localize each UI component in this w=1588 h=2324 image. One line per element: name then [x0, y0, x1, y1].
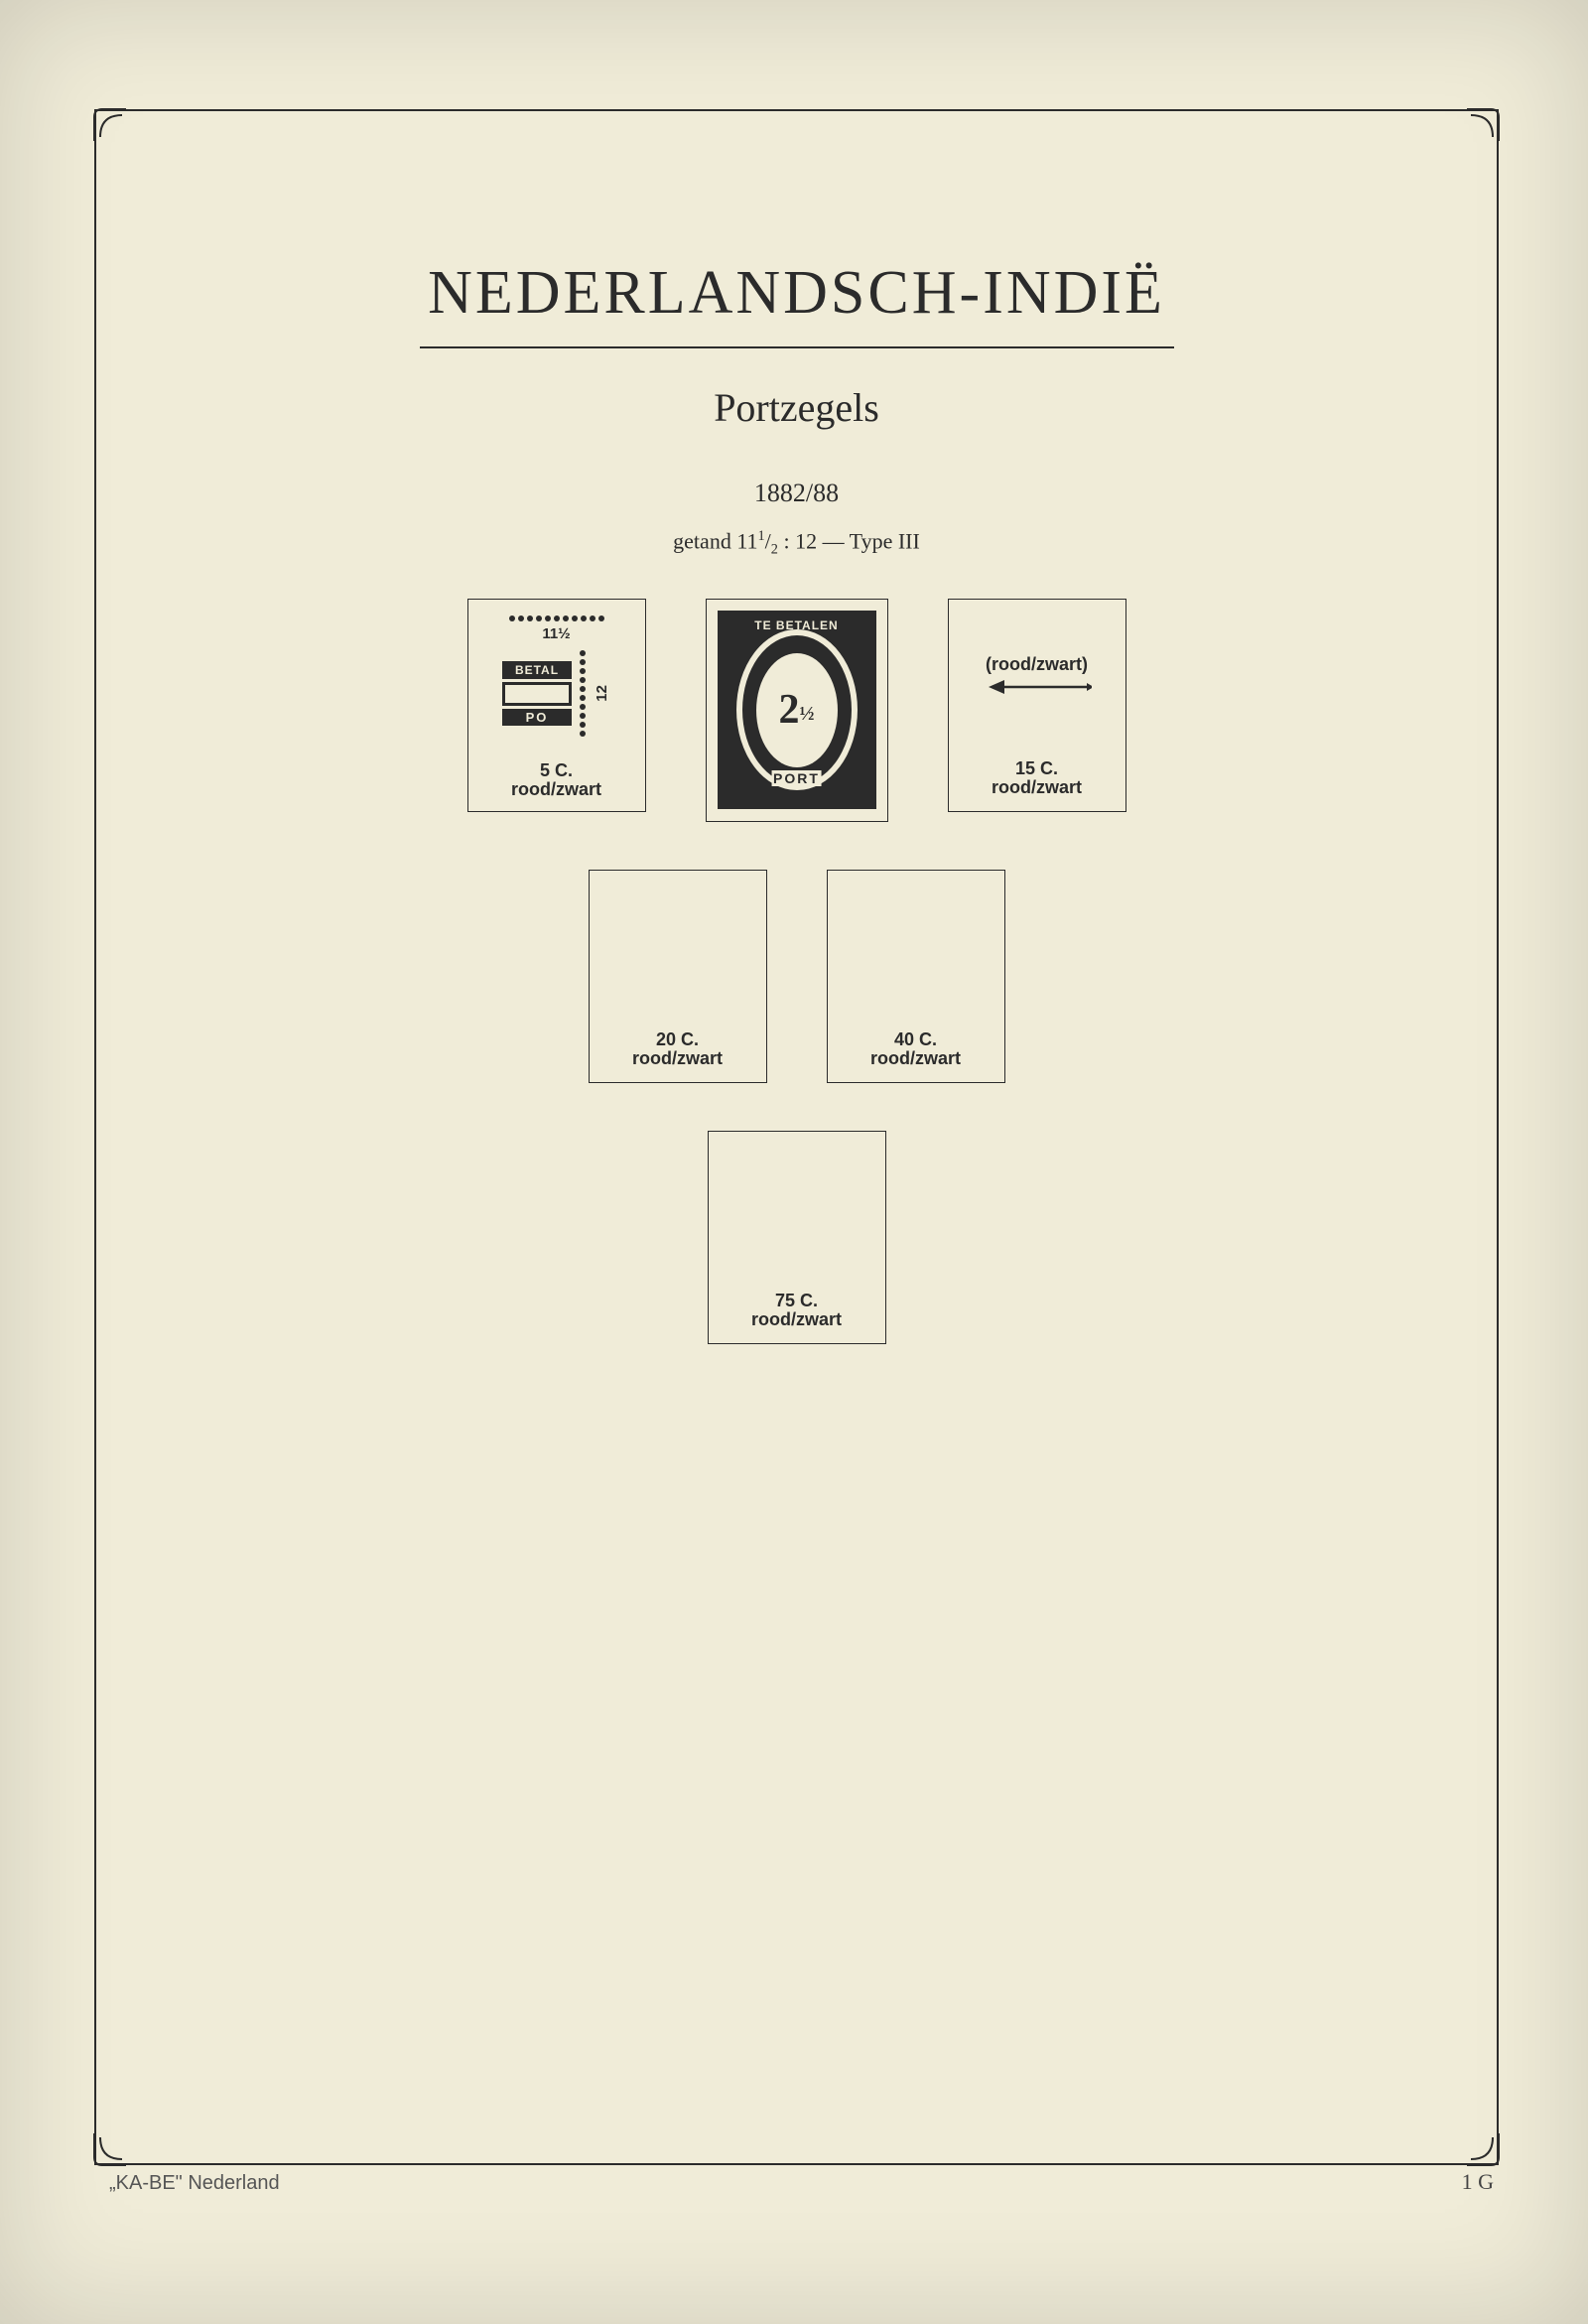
page-number: 1 G: [1462, 2169, 1494, 2195]
color-desc: rood/zwart: [870, 1049, 961, 1068]
stamp-slot-gauge: 11½ BETAL PO: [467, 599, 646, 812]
corner-ornament-icon: [92, 2131, 128, 2167]
corner-ornament-icon: [1465, 2131, 1501, 2167]
stamp-illustration-icon: TE BETALEN 2½ PORT: [718, 611, 876, 809]
stamp-bottom-text: PORT: [771, 770, 822, 786]
stamp-row: 75 C. rood/zwart: [94, 1131, 1499, 1344]
stamp-value-frac: ½: [800, 703, 815, 725]
denomination: 15 C.: [1015, 758, 1058, 778]
denomination: 40 C.: [894, 1029, 937, 1049]
page-frame-area: NEDERLANDSCH-INDIË Portzegels 1882/88 ge…: [94, 109, 1499, 2165]
perf-suffix: — Type III: [817, 528, 920, 553]
title-rule: [420, 346, 1174, 348]
arrow-label: rood/zwart: [992, 654, 1082, 674]
color-desc: rood/zwart: [632, 1049, 723, 1068]
gauge-vertical-label: 12: [594, 685, 610, 702]
color-desc: rood/zwart: [511, 780, 601, 799]
page-subtitle: Portzegels: [94, 384, 1499, 431]
stamp-slot-empty: 20 C. rood/zwart: [589, 870, 767, 1083]
stamp-slot-empty: 75 C. rood/zwart: [708, 1131, 886, 1344]
mini-stamp-bottom: PO: [502, 709, 572, 726]
color-desc: rood/zwart: [992, 778, 1082, 797]
slot-caption: 15 C. rood/zwart: [992, 759, 1082, 797]
arrow-left-icon: [983, 675, 1092, 699]
slot-caption: 20 C. rood/zwart: [632, 1030, 723, 1068]
denomination: 5 C.: [540, 760, 573, 780]
year-range: 1882/88: [94, 478, 1499, 508]
stamp-row: 11½ BETAL PO: [94, 599, 1499, 822]
slot-caption: 75 C. rood/zwart: [751, 1292, 842, 1329]
stamp-row: 20 C. rood/zwart 40 C. rood/zwart: [94, 870, 1499, 1083]
mini-stamp-icon: BETAL PO: [502, 661, 572, 726]
gauge-horizontal-label: 11½: [509, 625, 604, 642]
perforation-dots-icon: [509, 615, 604, 621]
perforation-dots-icon: [580, 650, 586, 737]
stamp-slot-empty: 40 C. rood/zwart: [827, 870, 1005, 1083]
denomination: 20 C.: [656, 1029, 699, 1049]
stamp-value-main: 2: [779, 687, 800, 733]
perforation-line: getand 111/2 : 12 — Type III: [94, 528, 1499, 559]
slot-caption: 40 C. rood/zwart: [870, 1030, 961, 1068]
color-desc: rood/zwart: [751, 1310, 842, 1329]
page-title: NEDERLANDSCH-INDIË: [94, 258, 1499, 329]
publisher-mark: „KA-BE" Nederland: [109, 2172, 280, 2195]
stamp-slot-illustration: TE BETALEN 2½ PORT: [706, 599, 888, 822]
page-content: NEDERLANDSCH-INDIË Portzegels 1882/88 ge…: [94, 109, 1499, 1344]
album-page-scan: NEDERLANDSCH-INDIË Portzegels 1882/88 ge…: [0, 0, 1588, 2324]
perf-prefix: getand: [673, 528, 736, 553]
slot-caption: 5 C. rood/zwart: [511, 761, 601, 799]
arrow-annotation: (rood/zwart): [983, 654, 1092, 704]
mini-stamp-top: BETAL: [502, 661, 572, 679]
denomination: 75 C.: [775, 1291, 818, 1310]
stamp-slot-arrow: (rood/zwart) 15 C. rood/zwart: [948, 599, 1126, 812]
